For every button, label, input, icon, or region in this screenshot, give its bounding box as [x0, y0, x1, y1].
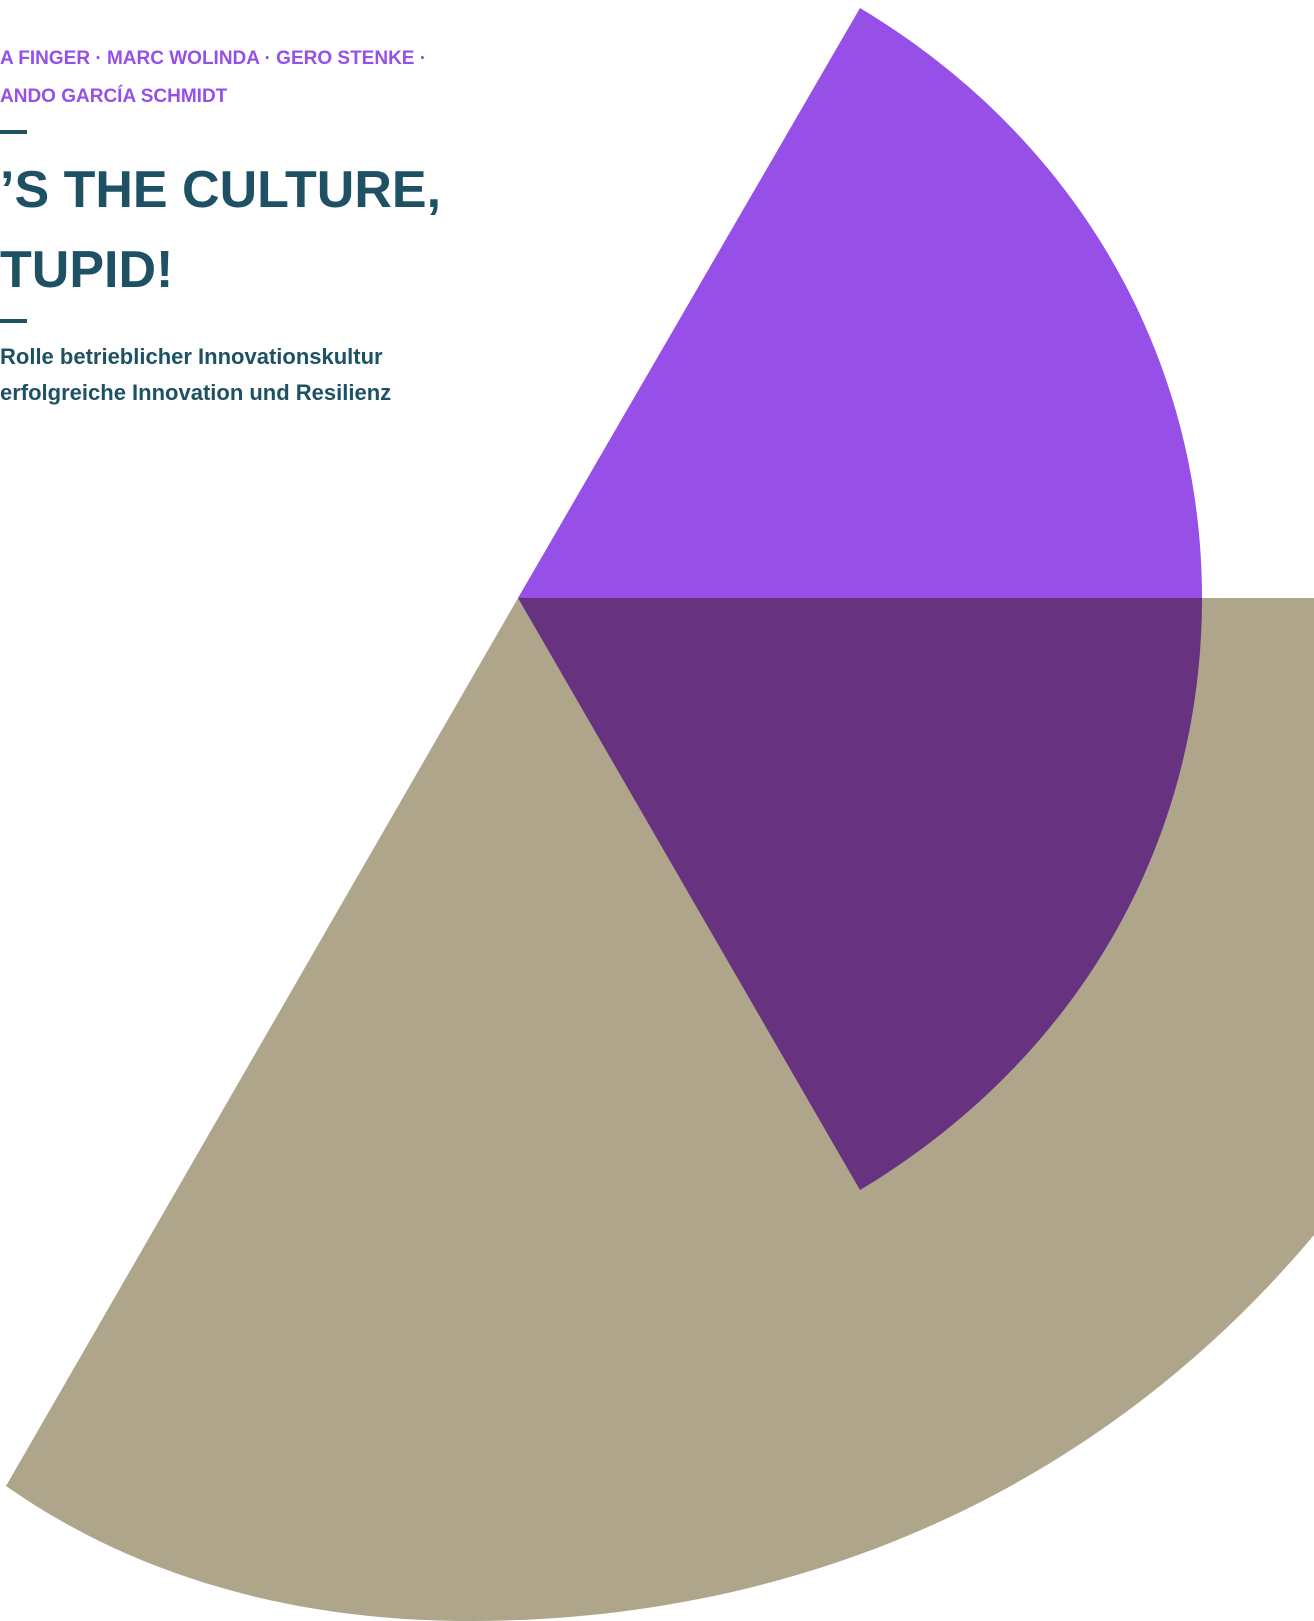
subtitle-line-2: erfolgreiche Innovation und Resilienz: [0, 380, 392, 405]
author-line-2: ANDO GARCÍA SCHMIDT: [0, 86, 228, 107]
cover-subtitle: Rolle betrieblicher Innovationskultur er…: [0, 339, 391, 411]
title-line-1: ’S THE CULTURE,: [0, 161, 442, 219]
title-line-2: TUPID!: [0, 241, 174, 299]
divider-top: [0, 130, 27, 134]
divider-bottom: [0, 319, 27, 323]
author-line-1: A FINGER · MARC WOLINDA · GERO STENKE ·: [0, 48, 427, 69]
purple-sector: [518, 8, 1202, 598]
author-list: A FINGER · MARC WOLINDA · GERO STENKE · …: [0, 40, 460, 116]
dark-purple-sector: [518, 598, 1202, 1190]
subtitle-line-1: Rolle betrieblicher Innovationskultur: [0, 344, 383, 369]
cover-title: ’S THE CULTURE, TUPID!: [0, 150, 441, 310]
